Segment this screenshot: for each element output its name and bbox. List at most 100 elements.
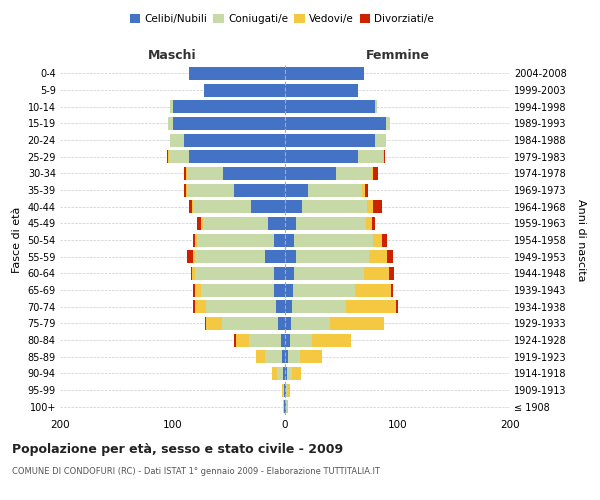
- Bar: [271, 367, 285, 380]
- Bar: [285, 200, 367, 213]
- Bar: [190, 67, 285, 80]
- Bar: [285, 134, 386, 146]
- Bar: [168, 117, 285, 130]
- Bar: [285, 267, 294, 280]
- Bar: [193, 250, 285, 263]
- Bar: [285, 367, 287, 380]
- Bar: [256, 350, 285, 363]
- Bar: [169, 150, 285, 163]
- Bar: [285, 67, 364, 80]
- Bar: [265, 250, 285, 263]
- Bar: [285, 217, 371, 230]
- Bar: [285, 384, 286, 396]
- Bar: [277, 367, 285, 380]
- Bar: [285, 167, 335, 180]
- Bar: [285, 67, 364, 80]
- Bar: [265, 350, 285, 363]
- Bar: [285, 284, 293, 296]
- Bar: [285, 184, 365, 196]
- Bar: [285, 200, 373, 213]
- Bar: [271, 367, 285, 380]
- Bar: [285, 217, 366, 230]
- Bar: [276, 300, 285, 313]
- Bar: [285, 400, 286, 413]
- Bar: [285, 284, 393, 296]
- Bar: [285, 384, 287, 396]
- Bar: [285, 117, 389, 130]
- Bar: [285, 250, 388, 263]
- Bar: [285, 134, 386, 146]
- Bar: [268, 217, 285, 230]
- Bar: [285, 400, 287, 413]
- Bar: [168, 117, 285, 130]
- Bar: [285, 167, 379, 180]
- Bar: [285, 100, 377, 113]
- Bar: [285, 134, 375, 146]
- Bar: [256, 350, 285, 363]
- Bar: [285, 84, 358, 96]
- Bar: [281, 350, 285, 363]
- Bar: [190, 67, 285, 80]
- Bar: [285, 150, 358, 163]
- Bar: [205, 317, 285, 330]
- Bar: [249, 334, 285, 346]
- Bar: [285, 150, 385, 163]
- Bar: [285, 300, 398, 313]
- Bar: [285, 250, 296, 263]
- Bar: [167, 150, 285, 163]
- Bar: [235, 334, 285, 346]
- Y-axis label: Anni di nascita: Anni di nascita: [577, 198, 586, 281]
- Bar: [285, 117, 386, 130]
- Bar: [190, 67, 285, 80]
- Bar: [285, 317, 384, 330]
- Bar: [170, 134, 285, 146]
- Bar: [285, 67, 364, 80]
- Bar: [285, 300, 292, 313]
- Bar: [200, 284, 285, 296]
- Bar: [283, 400, 285, 413]
- Bar: [187, 184, 285, 196]
- Bar: [281, 384, 285, 396]
- Bar: [285, 234, 294, 246]
- Bar: [285, 400, 289, 413]
- Bar: [285, 150, 383, 163]
- Bar: [204, 84, 285, 96]
- Bar: [195, 267, 285, 280]
- Bar: [285, 134, 386, 146]
- Bar: [191, 267, 285, 280]
- Bar: [195, 234, 285, 246]
- Bar: [283, 384, 285, 396]
- Bar: [170, 100, 285, 113]
- Bar: [190, 67, 285, 80]
- Bar: [195, 250, 285, 263]
- Bar: [285, 200, 382, 213]
- Bar: [285, 384, 290, 396]
- Bar: [173, 100, 285, 113]
- Bar: [223, 167, 285, 180]
- Bar: [285, 334, 352, 346]
- Text: Popolazione per età, sesso e stato civile - 2009: Popolazione per età, sesso e stato civil…: [12, 442, 343, 456]
- Bar: [285, 117, 389, 130]
- Bar: [204, 84, 285, 96]
- Bar: [285, 84, 358, 96]
- Bar: [186, 167, 285, 180]
- Bar: [285, 350, 322, 363]
- Bar: [285, 184, 361, 196]
- Bar: [285, 167, 373, 180]
- Bar: [285, 167, 371, 180]
- Text: Femmine: Femmine: [365, 48, 430, 62]
- Bar: [170, 100, 285, 113]
- Bar: [285, 234, 382, 246]
- Bar: [285, 100, 375, 113]
- Bar: [170, 134, 285, 146]
- Bar: [274, 267, 285, 280]
- Bar: [285, 334, 312, 346]
- Bar: [281, 384, 285, 396]
- Bar: [190, 150, 285, 163]
- Bar: [235, 184, 285, 196]
- Bar: [283, 400, 285, 413]
- Bar: [235, 334, 285, 346]
- Bar: [193, 300, 285, 313]
- Bar: [170, 134, 285, 146]
- Bar: [190, 200, 285, 213]
